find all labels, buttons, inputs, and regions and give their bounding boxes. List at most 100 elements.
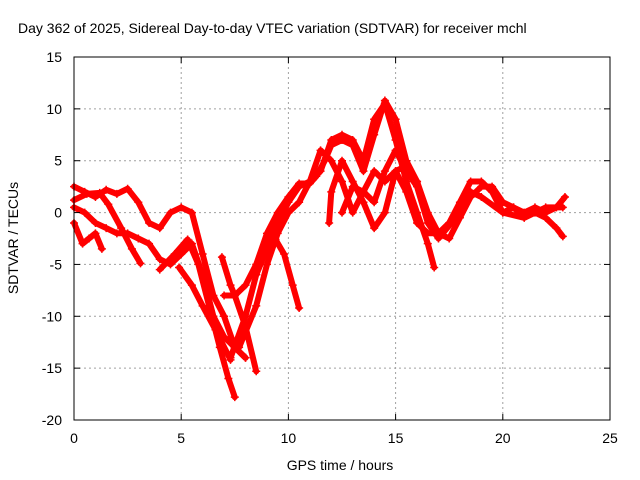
data-point-marker	[391, 146, 400, 155]
data-point-marker	[316, 146, 325, 155]
data-point-marker	[541, 203, 550, 212]
data-point-marker	[91, 218, 100, 227]
data-point-marker	[498, 198, 507, 207]
data-point-marker	[402, 187, 411, 196]
y-tick-label: 5	[54, 153, 62, 169]
data-point-marker	[370, 130, 379, 139]
data-point-marker	[348, 208, 357, 217]
data-point-marker	[85, 234, 94, 243]
data-point-marker	[284, 208, 293, 217]
data-point-marker	[295, 303, 304, 312]
data-point-marker	[413, 182, 422, 191]
grid	[74, 57, 610, 420]
x-tick-label: 25	[602, 430, 618, 446]
data-point-marker	[224, 374, 233, 383]
data-point-marker	[284, 193, 293, 202]
data-point-marker	[194, 260, 203, 269]
data-point-marker	[252, 301, 261, 310]
data-point-marker	[402, 167, 411, 176]
data-point-marker	[380, 96, 389, 105]
data-point-marker	[359, 187, 368, 196]
y-tick-label: 0	[54, 205, 62, 221]
data-point-marker	[117, 224, 126, 233]
data-point-marker	[370, 198, 379, 207]
data-point-marker	[241, 281, 250, 290]
data-point-marker	[252, 367, 261, 376]
series-line	[326, 157, 420, 232]
x-axis-label: GPS time / hours	[287, 457, 394, 473]
data-point-marker	[288, 281, 297, 290]
data-point-marker	[211, 325, 220, 334]
data-point-marker	[230, 291, 239, 300]
data-point-marker	[155, 224, 164, 233]
data-point-marker	[455, 208, 464, 217]
data-point-marker	[123, 184, 132, 193]
data-point-marker	[488, 182, 497, 191]
data-point-marker	[262, 229, 271, 238]
data-point-marker	[338, 156, 346, 165]
data-point-marker	[198, 250, 207, 259]
data-point-marker	[252, 260, 261, 269]
data-series	[70, 96, 569, 402]
data-point-marker	[477, 182, 486, 191]
data-point-marker	[112, 189, 121, 198]
data-point-marker	[134, 198, 143, 207]
data-point-marker	[391, 167, 400, 176]
data-point-marker	[380, 167, 389, 176]
data-point-marker	[359, 167, 368, 176]
data-point-marker	[338, 135, 346, 144]
series-track-5	[155, 235, 239, 402]
data-point-marker	[509, 203, 518, 212]
data-point-marker	[280, 250, 289, 259]
data-point-marker	[226, 353, 235, 362]
data-point-marker	[80, 208, 89, 217]
data-point-marker	[230, 393, 239, 402]
series-track-7	[226, 99, 439, 362]
data-point-marker	[198, 301, 207, 310]
data-point-marker	[295, 198, 304, 207]
data-point-marker	[273, 229, 282, 238]
data-point-marker	[430, 263, 439, 272]
data-point-marker	[220, 291, 229, 300]
plot-frame	[73, 56, 611, 421]
data-point-marker	[177, 203, 186, 212]
data-point-marker	[273, 208, 282, 217]
data-point-marker	[498, 208, 507, 217]
data-point-marker	[466, 177, 475, 186]
data-point-marker	[413, 218, 422, 227]
y-tick-label: 15	[46, 49, 62, 65]
data-point-marker	[348, 141, 357, 150]
data-point-marker	[112, 229, 121, 238]
data-point-marker	[327, 141, 336, 150]
data-point-marker	[95, 188, 104, 197]
data-point-marker	[558, 203, 567, 212]
series-track-6	[175, 263, 235, 364]
data-point-marker	[183, 235, 192, 244]
data-point-marker	[145, 239, 154, 248]
data-point-marker	[220, 312, 229, 321]
data-point-marker	[391, 115, 400, 124]
series-line	[227, 100, 438, 361]
y-tick-label: 10	[46, 101, 62, 117]
y-tick-label: -10	[42, 308, 62, 324]
y-tick-label: -5	[50, 256, 63, 272]
series-line	[156, 236, 238, 401]
x-tick-label: 5	[177, 430, 185, 446]
data-point-marker	[226, 281, 235, 290]
data-point-marker	[235, 343, 244, 352]
data-point-marker	[327, 187, 336, 196]
data-point-marker	[423, 218, 432, 227]
data-point-marker	[370, 167, 379, 176]
data-point-marker	[552, 224, 561, 233]
x-tick-label: 10	[281, 430, 297, 446]
data-point-marker	[170, 250, 179, 259]
data-point-marker	[295, 179, 304, 188]
data-point-marker	[102, 224, 111, 233]
series-line	[221, 97, 568, 299]
data-point-marker	[91, 229, 100, 238]
y-tick-label: -15	[42, 360, 62, 376]
data-point-marker	[558, 232, 567, 241]
ticks: 0 5 10 15 20 25 -20 -15 -10 -5 0 5 10 15	[42, 49, 618, 446]
chart-title: Day 362 of 2025, Sidereal Day-to-day VTE…	[18, 20, 527, 36]
data-point-marker	[241, 322, 250, 331]
